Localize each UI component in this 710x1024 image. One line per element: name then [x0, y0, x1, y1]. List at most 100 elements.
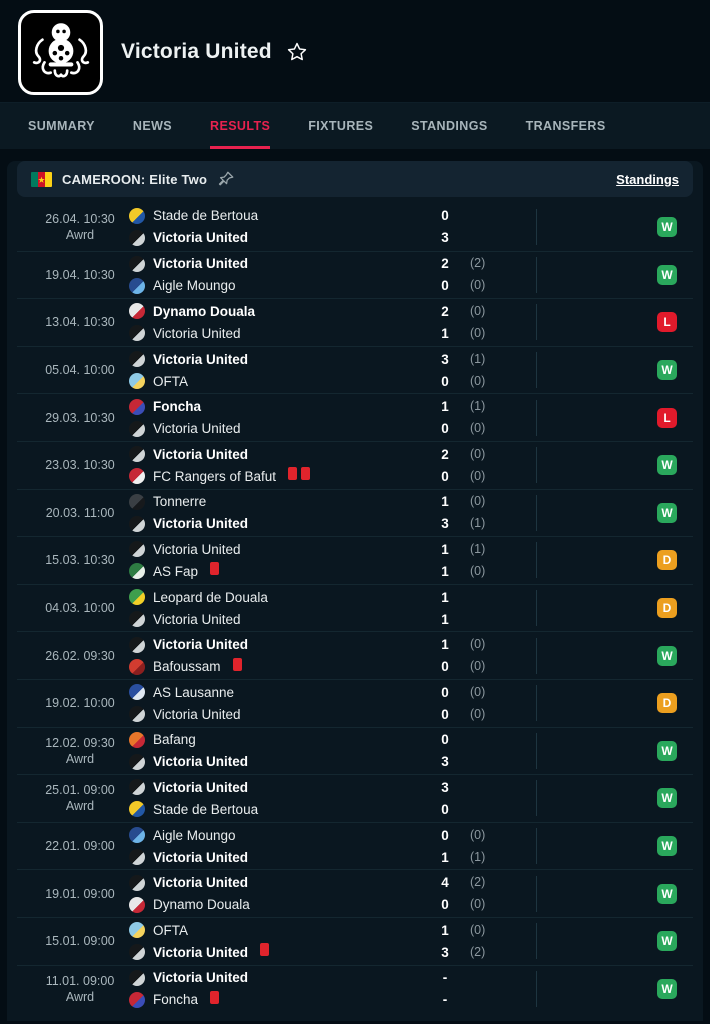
match-row[interactable]: 19.02. 10:00 AS Lausanne Victoria United…: [17, 678, 693, 727]
result-badge-cell: W: [537, 502, 693, 523]
match-score: 0 0: [430, 683, 460, 724]
result-badge[interactable]: W: [657, 740, 677, 761]
halftime-score: (1) (0): [460, 540, 506, 581]
result-badge[interactable]: W: [657, 502, 677, 523]
match-row[interactable]: 26.02. 09:30 Victoria United Bafoussam 1…: [17, 631, 693, 679]
away-score: -: [442, 992, 448, 1008]
home-score: -: [442, 970, 448, 986]
result-badge[interactable]: W: [657, 836, 677, 857]
match-score: 1 0: [430, 635, 460, 676]
away-team-line: Bafoussam: [129, 657, 430, 676]
match-teams: Victoria United Aigle Moungo: [129, 254, 430, 295]
standings-link[interactable]: Standings: [616, 171, 679, 187]
match-teams: Victoria United Foncha: [129, 968, 430, 1009]
red-card-icon: [232, 657, 242, 671]
row-divider: [536, 875, 537, 912]
result-badge[interactable]: W: [657, 978, 677, 999]
result-badge[interactable]: D: [657, 693, 677, 714]
match-row[interactable]: 12.02. 09:30 Awrd Bafang Victoria United…: [17, 726, 693, 775]
match-teams: Tonnerre Victoria United: [129, 492, 430, 533]
away-team-name: Victoria United: [153, 325, 241, 341]
result-badge[interactable]: L: [657, 312, 677, 333]
home-team-logo-icon: [129, 255, 145, 272]
result-badge[interactable]: W: [657, 264, 677, 285]
result-badge[interactable]: W: [657, 645, 677, 666]
match-row[interactable]: 13.04. 10:30 Dynamo Douala Victoria Unit…: [17, 298, 693, 346]
match-row[interactable]: 04.03. 10:00 Leopard de Douala Victoria …: [17, 583, 693, 632]
page-title: Victoria United: [121, 40, 272, 63]
result-badge-cell: D: [537, 693, 693, 714]
halftime-score: [460, 730, 506, 771]
result-badge[interactable]: W: [657, 360, 677, 381]
match-row[interactable]: 11.01. 09:00 Awrd Victoria United Foncha…: [17, 964, 693, 1013]
pin-icon[interactable]: [217, 170, 235, 188]
match-row[interactable]: 19.01. 09:00 Victoria United Dynamo Doua…: [17, 869, 693, 917]
tab-label: NEWS: [132, 119, 173, 133]
match-date: 25.01. 09:00: [45, 783, 115, 798]
away-score: 0: [441, 373, 449, 389]
tab-transfers[interactable]: TRANSFERS: [526, 103, 606, 149]
star-outline-icon[interactable]: [286, 41, 308, 63]
away-score: 0: [441, 897, 449, 913]
away-score: 1: [441, 611, 449, 627]
home-team-line: Tonnerre: [129, 492, 430, 511]
halftime-score: [460, 778, 506, 819]
tab-news[interactable]: NEWS: [133, 103, 172, 149]
result-badge[interactable]: W: [657, 455, 677, 476]
match-row[interactable]: 19.04. 10:30 Victoria United Aigle Moung…: [17, 250, 693, 299]
home-team-logo-icon: [129, 969, 145, 986]
match-datetime: 12.02. 09:30 Awrd: [17, 735, 129, 767]
result-badge[interactable]: W: [657, 216, 677, 237]
match-score: 2 0: [430, 254, 460, 295]
tab-fixtures[interactable]: FIXTURES: [308, 103, 373, 149]
away-team-line: FC Rangers of Bafut: [129, 467, 430, 486]
home-team-logo-icon: [129, 827, 145, 844]
result-badge[interactable]: W: [657, 931, 677, 952]
home-score: 1: [441, 637, 449, 653]
result-badge[interactable]: D: [657, 598, 677, 619]
match-teams: Stade de Bertoua Victoria United: [129, 206, 430, 247]
match-row[interactable]: 26.04. 10:30 Awrd Stade de Bertoua Victo…: [17, 203, 693, 251]
match-row[interactable]: 29.03. 10:30 Foncha Victoria United 1 0 …: [17, 393, 693, 441]
home-team-logo-icon: [129, 922, 145, 939]
league-header[interactable]: CAMEROON: Elite Two Standings: [17, 161, 693, 197]
away-team-name: Victoria United: [153, 706, 241, 722]
match-row[interactable]: 23.03. 10:30 Victoria United FC Rangers …: [17, 440, 693, 489]
match-teams: Victoria United Bafoussam: [129, 635, 430, 676]
match-date: 22.01. 09:00: [45, 839, 115, 854]
match-row[interactable]: 15.01. 09:00 OFTA Victoria United 1 3 (0…: [17, 916, 693, 965]
result-badge-cell: W: [537, 788, 693, 809]
home-ht-score: (1): [470, 351, 486, 366]
away-ht-score: (0): [470, 278, 486, 293]
match-row[interactable]: 15.03. 10:30 Victoria United AS Fap 1 1 …: [17, 536, 693, 584]
away-red-cards: [206, 562, 220, 580]
tab-results[interactable]: RESULTS: [210, 103, 271, 149]
match-row[interactable]: 05.04. 10:00 Victoria United OFTA 3 0 (1…: [17, 345, 693, 394]
home-ht-score: (0): [470, 446, 486, 461]
home-team-logo-icon: [129, 303, 145, 320]
match-row[interactable]: 22.01. 09:00 Aigle Moungo Victoria Unite…: [17, 821, 693, 870]
tab-summary[interactable]: SUMMARY: [28, 103, 95, 149]
result-badge-cell: W: [537, 931, 693, 952]
away-ht-score: (0): [470, 563, 486, 578]
away-team-logo-icon: [129, 420, 145, 437]
result-badge[interactable]: W: [657, 883, 677, 904]
match-row[interactable]: 20.03. 11:00 Tonnerre Victoria United 1 …: [17, 488, 693, 537]
result-badge-cell: W: [537, 455, 693, 476]
result-badge-cell: W: [537, 216, 693, 237]
away-team-name: Bafoussam: [153, 659, 221, 675]
result-badge[interactable]: W: [657, 788, 677, 809]
tab-standings[interactable]: STANDINGS: [411, 103, 487, 149]
home-team-name: Victoria United: [153, 256, 249, 272]
halftime-score: [460, 968, 506, 1009]
result-badge[interactable]: L: [657, 407, 677, 428]
match-date: 19.04. 10:30: [45, 267, 115, 282]
result-badge[interactable]: D: [657, 550, 677, 571]
home-ht-score: (1): [470, 541, 486, 556]
match-datetime: 15.01. 09:00: [17, 933, 129, 949]
away-team-name: Victoria United: [153, 421, 241, 437]
league-title: CAMEROON: Elite Two: [62, 171, 208, 187]
match-row[interactable]: 25.01. 09:00 Awrd Victoria United Stade …: [17, 774, 693, 822]
match-date: 23.03. 10:30: [45, 458, 115, 473]
row-divider: [536, 828, 537, 865]
